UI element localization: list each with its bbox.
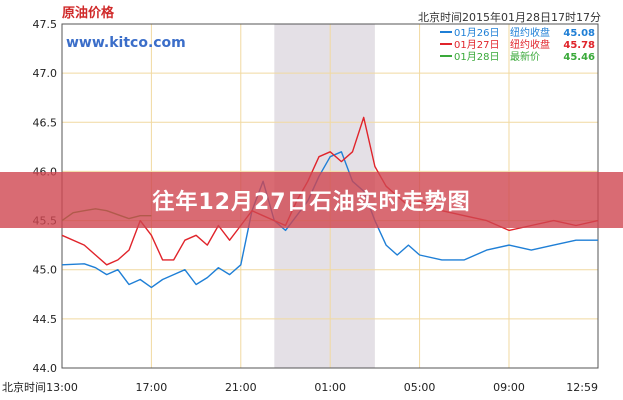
legend-date: 01月27日 (454, 39, 499, 51)
legend-date: 01月28日 (454, 51, 499, 63)
x-tick-label: 01:00 (314, 381, 346, 394)
watermark: www.kitco.com (66, 35, 186, 51)
header-timestamp: 北京时间2015年01月28日17时17分 (418, 10, 601, 24)
x-tick-label: 12:59 (566, 381, 598, 394)
title-banner: 往年12月27日石油实时走势图 (0, 172, 623, 228)
chart-title: 原油价格 (62, 5, 115, 21)
x-tick-label: 13:00 (46, 381, 78, 394)
x-axis: 13:00 17:00 21:00 01:00 05:00 09:00 12:59 (46, 381, 598, 394)
x-tick-label: 21:00 (225, 381, 257, 394)
legend: 01月26日 纽约收盘 45.08 01月27日 纽约收盘 45.78 01月28日 最新价 4… (440, 26, 595, 63)
legend-label: 纽约收盘 (510, 26, 550, 39)
x-tick-label: 17:00 (136, 381, 168, 394)
y-tick-label: 47.0 (33, 67, 58, 80)
y-tick-label: 44.0 (33, 362, 58, 375)
legend-value: 45.08 (563, 28, 595, 39)
legend-value: 45.46 (563, 52, 595, 63)
legend-label: 最新价 (510, 50, 540, 63)
legend-value: 45.78 (563, 40, 595, 51)
y-tick-label: 45.0 (33, 264, 58, 277)
x-tick-label: 05:00 (404, 381, 436, 394)
legend-label: 纽约收盘 (510, 38, 550, 51)
y-tick-label: 47.5 (33, 18, 58, 31)
x-axis-label: 北京时间 (2, 380, 46, 394)
x-tick-label: 09:00 (493, 381, 525, 394)
legend-date: 01月26日 (454, 27, 499, 39)
y-tick-label: 46.5 (33, 116, 58, 129)
y-tick-label: 44.5 (33, 313, 58, 326)
